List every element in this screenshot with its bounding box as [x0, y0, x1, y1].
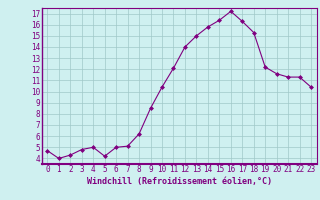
- X-axis label: Windchill (Refroidissement éolien,°C): Windchill (Refroidissement éolien,°C): [87, 177, 272, 186]
